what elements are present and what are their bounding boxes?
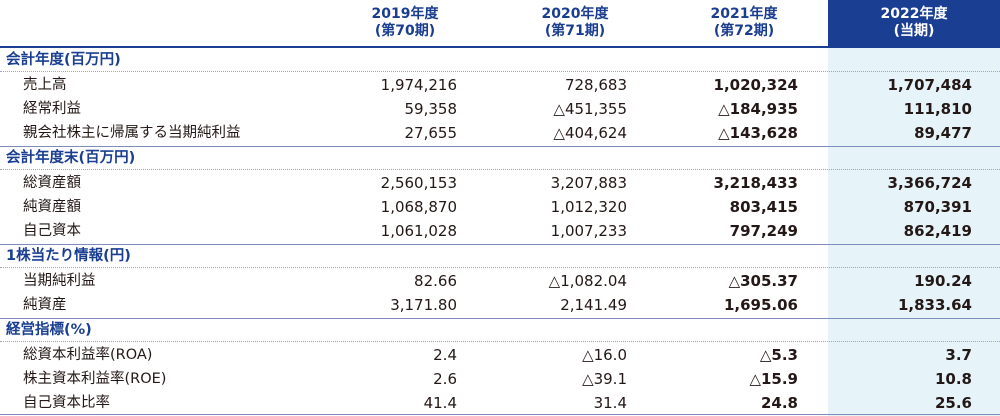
section-divider [0, 318, 1000, 319]
row-label: 総資本利益率(ROA) [23, 347, 153, 363]
cell-2020: △451,355 [553, 100, 627, 118]
cell-2020: 1,012,320 [550, 198, 627, 216]
column-period: (第70期) [374, 23, 436, 39]
cell-2021: 3,218,433 [713, 174, 798, 192]
column-period: (当期) [893, 23, 935, 39]
cell-2021: △184,935 [718, 100, 798, 118]
column-year: 2022年度 [880, 6, 948, 22]
cell-2022: 3,366,724 [887, 174, 972, 192]
cell-2022: 190.24 [914, 272, 972, 290]
cell-2020: 2,141.49 [560, 296, 627, 314]
section-title: 1株当たり情報(円) [6, 248, 131, 264]
table-row-total-assets: 総資産額 2,560,153 3,207,883 3,218,433 3,366… [0, 171, 1000, 195]
row-label: 売上高 [23, 77, 67, 93]
cell-2021: 24.8 [760, 394, 798, 412]
section-management-indicators: 経営指標(%) [0, 319, 1000, 341]
table-row-net-assets: 純資産額 1,068,870 1,012,320 803,415 870,391 [0, 195, 1000, 219]
row-label: 当期純利益 [23, 273, 96, 289]
header-divider [0, 46, 1000, 48]
cell-2022: 89,477 [914, 124, 972, 142]
cell-2022: 870,391 [903, 198, 972, 216]
row-label: 自己資本比率 [23, 395, 110, 411]
row-label: 純資産 [23, 297, 67, 313]
cell-2019: 59,358 [404, 100, 458, 118]
column-header-2021: 2021年度 (第72期) [660, 0, 828, 46]
column-period: (第71期) [544, 23, 606, 39]
cell-2020: 1,007,233 [550, 222, 627, 240]
section-per-share: 1株当たり情報(円) [0, 245, 1000, 267]
cell-2022: 1,833.64 [897, 296, 972, 314]
row-label: 総資産額 [23, 175, 81, 191]
table-row-equity-ratio: 自己資本比率 41.4 31.4 24.8 25.6 [0, 391, 1000, 415]
cell-2019: 2.4 [433, 346, 457, 364]
current-period-column-highlight [828, 0, 1000, 416]
cell-2019: 82.66 [414, 272, 457, 290]
table-row-net-sales: 売上高 1,974,216 728,683 1,020,324 1,707,48… [0, 73, 1000, 97]
cell-2019: 1,974,216 [380, 76, 457, 94]
row-label: 自己資本 [23, 223, 81, 239]
cell-2019: 27,655 [404, 124, 458, 142]
cell-2022: 25.6 [934, 394, 972, 412]
cell-2021: 797,249 [729, 222, 798, 240]
cell-2019: 41.4 [423, 394, 457, 412]
cell-2022: 111,810 [903, 100, 972, 118]
row-label: 純資産額 [23, 199, 81, 215]
column-header-2020: 2020年度 (第71期) [490, 0, 660, 46]
cell-2019: 3,171.80 [390, 296, 457, 314]
section-divider [0, 244, 1000, 245]
cell-2020: △16.0 [582, 346, 627, 364]
table-row-net-income: 親会社株主に帰属する当期純利益 27,655 △404,624 △143,628… [0, 121, 1000, 145]
column-header-2019: 2019年度 (第70期) [320, 0, 490, 46]
cell-2020: △1,082.04 [548, 272, 627, 290]
column-period: (第72期) [713, 23, 775, 39]
section-fiscal-year-end: 会計年度末(百万円) [0, 147, 1000, 169]
table-row-bps: 純資産 3,171.80 2,141.49 1,695.06 1,833.64 [0, 293, 1000, 317]
cell-2022: 10.8 [934, 370, 972, 388]
column-header-2022-current: 2022年度 (当期) [828, 0, 1000, 46]
table-row-equity: 自己資本 1,061,028 1,007,233 797,249 862,419 [0, 219, 1000, 243]
section-title: 会計年度末(百万円) [6, 150, 136, 166]
cell-2021: △15.9 [749, 370, 798, 388]
table-bottom-border [0, 414, 1000, 415]
column-year: 2019年度 [371, 6, 439, 22]
cell-2020: 31.4 [593, 394, 627, 412]
section-title: 経営指標(%) [6, 322, 92, 338]
column-year: 2020年度 [541, 6, 609, 22]
divider [0, 341, 1000, 342]
cell-2022: 862,419 [903, 222, 972, 240]
cell-2021: 1,695.06 [723, 296, 798, 314]
row-label: 親会社株主に帰属する当期純利益 [23, 125, 241, 141]
section-fiscal-year: 会計年度(百万円) [0, 49, 1000, 71]
divider [0, 71, 1000, 72]
cell-2019: 2,560,153 [380, 174, 457, 192]
cell-2022: 3.7 [945, 346, 972, 364]
divider [0, 169, 1000, 170]
table-row-ordinary-income: 経常利益 59,358 △451,355 △184,935 111,810 [0, 97, 1000, 121]
cell-2019: 1,068,870 [380, 198, 457, 216]
table-row-roa: 総資本利益率(ROA) 2.4 △16.0 △5.3 3.7 [0, 343, 1000, 367]
section-divider [0, 146, 1000, 147]
cell-2021: 1,020,324 [713, 76, 798, 94]
row-label: 経常利益 [23, 101, 81, 117]
section-title: 会計年度(百万円) [6, 52, 121, 68]
cell-2021: △5.3 [759, 346, 798, 364]
divider [0, 267, 1000, 268]
column-year: 2021年度 [710, 6, 778, 22]
table-row-roe: 株主資本利益率(ROE) 2.6 △39.1 △15.9 10.8 [0, 367, 1000, 391]
cell-2020: 3,207,883 [550, 174, 627, 192]
cell-2019: 1,061,028 [380, 222, 457, 240]
cell-2020: △404,624 [553, 124, 627, 142]
cell-2021: △305.37 [728, 272, 798, 290]
cell-2022: 1,707,484 [887, 76, 972, 94]
table-row-eps: 当期純利益 82.66 △1,082.04 △305.37 190.24 [0, 269, 1000, 293]
cell-2021: 803,415 [729, 198, 798, 216]
row-label: 株主資本利益率(ROE) [23, 371, 167, 387]
cell-2020: △39.1 [582, 370, 627, 388]
cell-2021: △143,628 [718, 124, 798, 142]
cell-2020: 728,683 [564, 76, 627, 94]
cell-2019: 2.6 [433, 370, 457, 388]
